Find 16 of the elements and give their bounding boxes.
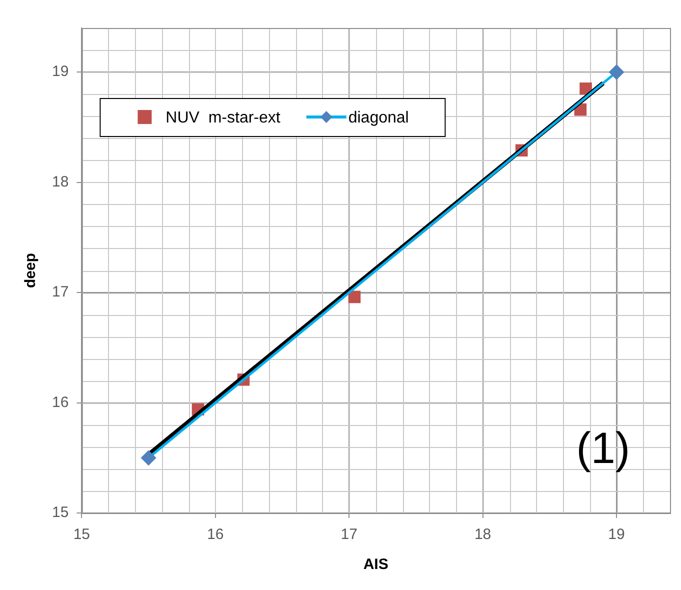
x-tick-label: 17 [340, 526, 358, 544]
y-tick-label: 15 [52, 504, 69, 522]
legend-label: NUV m-star-ext [166, 109, 281, 126]
x-axis-title: AIS [363, 556, 388, 574]
y-tick-label: 18 [52, 173, 69, 190]
point [348, 290, 361, 304]
x-tick-label: 15 [73, 526, 90, 544]
y-tick-label: 16 [52, 394, 69, 411]
x-tick-label: 16 [207, 526, 224, 544]
legend-label: diagonal [348, 109, 409, 126]
x-tick-label: 19 [608, 526, 625, 544]
x-tick-label: 18 [474, 526, 492, 544]
y-tick-label: 17 [52, 284, 69, 301]
annotation: (1) [576, 424, 630, 474]
y-tick-label: 19 [52, 63, 69, 80]
y-axis-title: deep [22, 252, 40, 288]
